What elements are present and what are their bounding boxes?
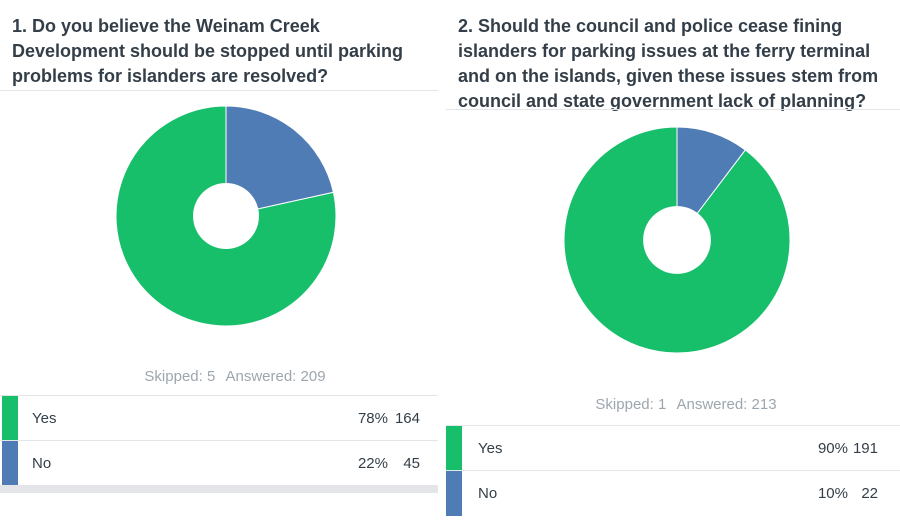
yes-swatch — [446, 426, 462, 471]
no-swatch — [446, 471, 462, 516]
donut-hole — [643, 206, 711, 274]
row-count: 22 — [861, 485, 878, 502]
question-panel-2: 2. Should the council and police cease f… — [446, 0, 900, 521]
results-table: Yes 78% 164 No 22% 45 — [0, 395, 438, 493]
table-row: No 22% 45 — [0, 440, 438, 485]
donut-hole — [193, 183, 259, 249]
answered-count: Answered: 213 — [676, 396, 777, 413]
donut-chart — [564, 127, 790, 353]
skipped-count: Skipped: 5 — [144, 368, 216, 385]
row-percentage: 10% — [817, 485, 848, 502]
row-label: No — [32, 455, 52, 472]
question-title: 2. Should the council and police cease f… — [458, 16, 879, 111]
row-percentage: 78% — [357, 410, 388, 427]
table-footer — [0, 485, 438, 493]
question-panel-1: 1. Do you believe the Weinam Creek Devel… — [0, 0, 438, 521]
title-divider — [0, 90, 438, 91]
response-stats: Skipped: 1 Answered: 213 — [446, 396, 900, 413]
table-row: Yes 90% 191 — [446, 425, 900, 471]
row-count: 191 — [852, 440, 878, 457]
slice-no — [225, 106, 334, 217]
question-title: 1. Do you believe the Weinam Creek Devel… — [12, 16, 404, 86]
response-stats: Skipped: 5 Answered: 209 — [0, 368, 438, 385]
donut-chart — [116, 106, 336, 326]
row-percentage: 22% — [357, 455, 388, 472]
row-percentage: 90% — [817, 440, 848, 457]
no-swatch — [2, 441, 18, 485]
title-divider — [446, 109, 900, 110]
yes-swatch — [2, 396, 18, 440]
results-table: Yes 90% 191 No 10% 22 — [446, 425, 900, 516]
table-row: Yes 78% 164 — [0, 395, 438, 440]
table-row: No 10% 22 — [446, 470, 900, 516]
skipped-count: Skipped: 1 — [595, 396, 667, 413]
row-label: No — [478, 485, 498, 502]
row-label: Yes — [32, 410, 57, 427]
row-count: 164 — [394, 410, 420, 427]
panel-gap — [438, 0, 446, 521]
row-label: Yes — [478, 440, 503, 457]
answered-count: Answered: 209 — [225, 368, 326, 385]
row-count: 45 — [403, 455, 420, 472]
